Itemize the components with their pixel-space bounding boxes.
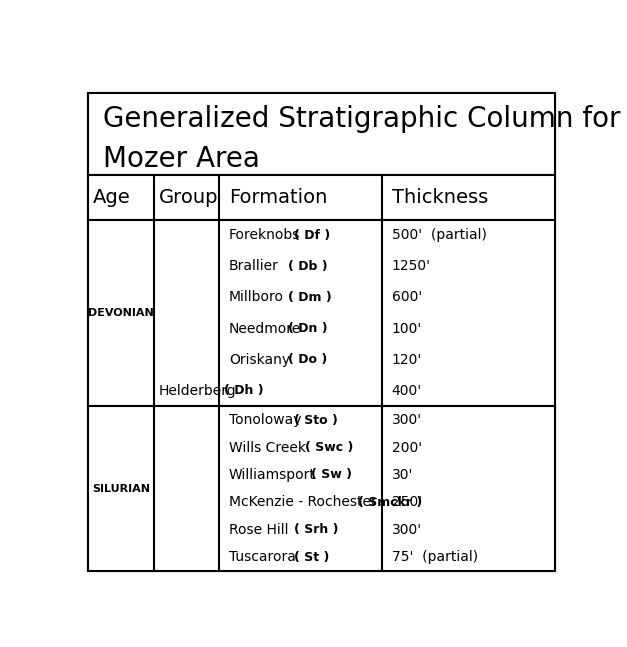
- Text: 300': 300': [392, 413, 422, 427]
- Text: ( Smckr ): ( Smckr ): [358, 496, 422, 509]
- Bar: [88, 93, 555, 175]
- Bar: [88, 406, 555, 571]
- Text: Brallier: Brallier: [229, 259, 279, 273]
- Text: 30': 30': [392, 468, 413, 482]
- Text: ( Dm ): ( Dm ): [288, 291, 332, 304]
- Text: 500'  (partial): 500' (partial): [392, 228, 487, 242]
- Text: McKenzie - Rochester: McKenzie - Rochester: [229, 496, 377, 509]
- Text: Rose Hill: Rose Hill: [229, 523, 288, 537]
- Text: ( Dn ): ( Dn ): [288, 322, 327, 335]
- Text: 400': 400': [392, 384, 422, 398]
- Text: 250': 250': [392, 496, 422, 509]
- Text: 200': 200': [392, 441, 422, 455]
- Text: Age: Age: [93, 188, 130, 206]
- Text: Helderberg: Helderberg: [159, 384, 236, 398]
- Text: 300': 300': [392, 523, 422, 537]
- Text: Group: Group: [159, 188, 218, 206]
- Text: Oriskany: Oriskany: [229, 353, 290, 367]
- Text: SILURIAN: SILURIAN: [92, 484, 150, 494]
- Text: ( Sw ): ( Sw ): [311, 468, 352, 481]
- Text: Mozer Area: Mozer Area: [103, 144, 260, 173]
- Text: Foreknobs: Foreknobs: [229, 228, 300, 242]
- Text: ( Srh ): ( Srh ): [293, 523, 338, 536]
- Text: Wills Creek: Wills Creek: [229, 441, 306, 455]
- Text: ( Sto ): ( Sto ): [293, 413, 337, 426]
- Text: 100': 100': [392, 322, 422, 336]
- Text: 1250': 1250': [392, 259, 431, 273]
- Text: Tonoloway: Tonoloway: [229, 413, 302, 427]
- Text: ( St ): ( St ): [293, 551, 329, 564]
- Text: ( Do ): ( Do ): [288, 353, 327, 366]
- Text: Needmore: Needmore: [229, 322, 301, 336]
- Text: Thickness: Thickness: [392, 188, 488, 206]
- Bar: [88, 175, 555, 219]
- Text: Formation: Formation: [229, 188, 327, 206]
- Text: Millboro: Millboro: [229, 291, 284, 305]
- Bar: [88, 219, 555, 406]
- Text: ( Swc ): ( Swc ): [305, 441, 354, 454]
- Text: ( Db ): ( Db ): [288, 260, 327, 273]
- Text: 120': 120': [392, 353, 422, 367]
- Text: Tuscarora: Tuscarora: [229, 550, 296, 564]
- Text: Williamsport: Williamsport: [229, 468, 316, 482]
- Text: DEVONIAN: DEVONIAN: [88, 308, 154, 318]
- Text: ( Dh ): ( Dh ): [224, 384, 264, 397]
- Text: 75'  (partial): 75' (partial): [392, 550, 478, 564]
- Text: ( Df ): ( Df ): [293, 228, 330, 242]
- Text: Generalized Stratigraphic Column for the: Generalized Stratigraphic Column for the: [103, 105, 627, 133]
- Text: 600': 600': [392, 291, 422, 305]
